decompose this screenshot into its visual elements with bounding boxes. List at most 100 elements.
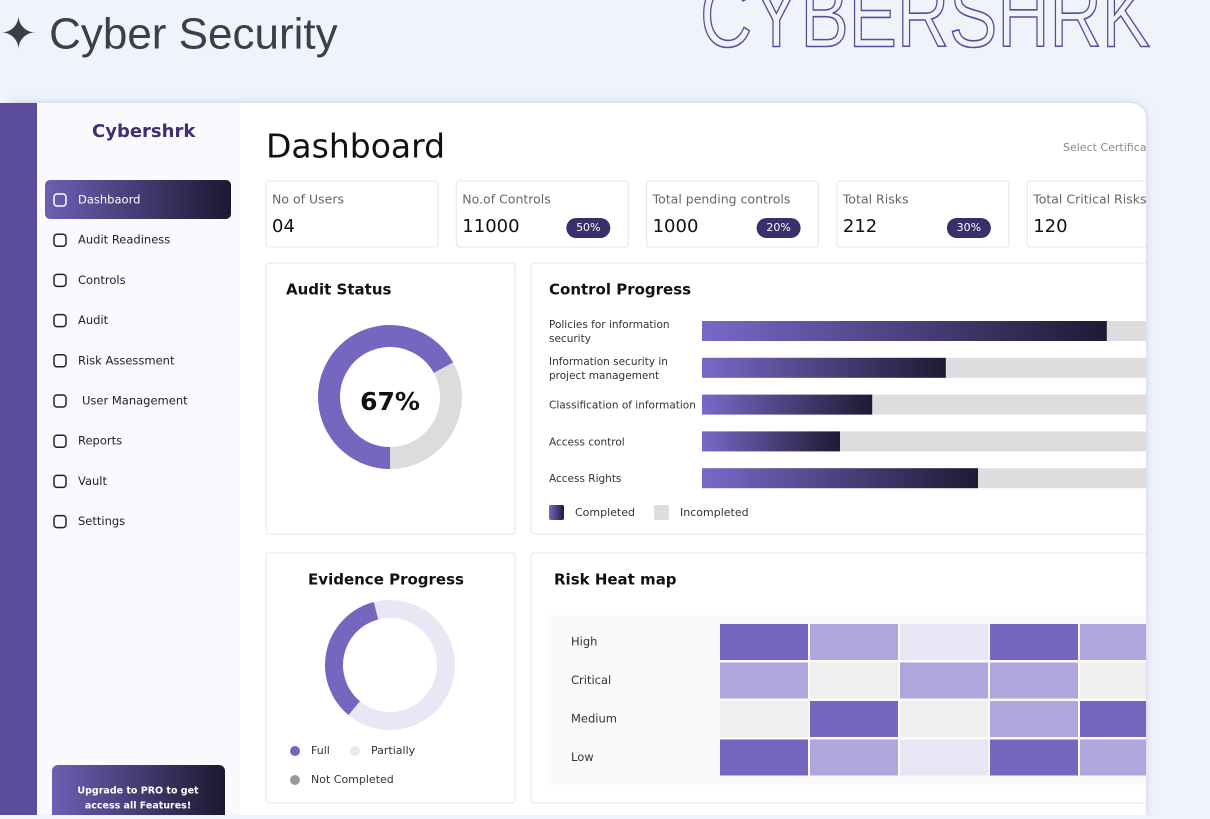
nav-item[interactable]: Vault [78, 474, 108, 488]
nav-icon [53, 434, 67, 448]
nav-icon [53, 273, 67, 288]
legend-label: Full [311, 744, 330, 757]
heat-cell [810, 739, 898, 776]
row-label: Medium [571, 712, 617, 726]
stat-value: 120 [1033, 216, 1067, 237]
bar-label: Policies for information [549, 319, 670, 331]
nav-item[interactable]: Audit Readiness [78, 233, 170, 247]
heat-cell [990, 701, 1078, 737]
bar-label: Access Rights [549, 473, 621, 485]
badge-text: 50% [576, 221, 600, 234]
stat-value: 212 [843, 216, 877, 237]
stat-card [1026, 180, 1146, 248]
stat-value: 1000 [653, 216, 699, 237]
heat-cell [990, 739, 1078, 776]
nav-item[interactable]: Controls [78, 273, 126, 287]
card-title: Audit Status [286, 281, 392, 299]
heat-cell [720, 701, 808, 737]
bar [702, 468, 978, 489]
card [265, 552, 516, 804]
nav-icon [53, 474, 67, 489]
heat-cell [720, 624, 808, 660]
bar-label: project management [549, 370, 659, 382]
row-label: High [571, 635, 597, 649]
upgrade-text: Upgrade to PRO to get [77, 786, 199, 797]
stat-label: No.of Controls [462, 192, 550, 207]
nav-icon [53, 193, 67, 207]
heat-cell [1080, 624, 1146, 660]
card-title: Control Progress [549, 281, 691, 299]
heat-cell [1080, 701, 1146, 737]
heat-cell [900, 701, 988, 737]
badge [566, 218, 611, 238]
badge [946, 218, 991, 238]
row-label: Critical [571, 673, 611, 687]
nav-item[interactable]: Settings [78, 514, 125, 528]
bar [702, 357, 946, 378]
legend-label: Incompleted [680, 506, 749, 519]
nav-icon [53, 313, 67, 328]
badge [756, 218, 801, 238]
upgrade-text: access all Features! [85, 801, 191, 812]
stat-card [265, 180, 439, 248]
heat-cell [810, 701, 898, 737]
bar [702, 431, 840, 452]
donut-arc [318, 325, 454, 469]
stat-label: Total pending controls [652, 192, 791, 207]
stat-label: Total Risks [842, 192, 909, 207]
heat-cell [720, 739, 808, 776]
nav-active [45, 180, 231, 219]
heat-cell [900, 662, 988, 699]
heat-cell [1080, 662, 1146, 699]
card-title: Risk Heat map [554, 571, 677, 589]
bar-label: security [549, 333, 591, 345]
nav-item[interactable]: User Management [82, 394, 188, 408]
nav-item[interactable]: Risk Assessment [78, 353, 175, 367]
legend-label: Not Completed [311, 773, 394, 786]
heat-cell [720, 662, 808, 699]
heat-cell [810, 662, 898, 699]
donut-arc [348, 600, 455, 730]
legend-dot [290, 775, 300, 785]
bar-label: Access control [549, 436, 625, 448]
legend-swatch [654, 505, 669, 520]
heat-cell [990, 624, 1078, 660]
nav-item[interactable]: Audit [78, 313, 109, 327]
bar-label: Information security in [549, 356, 668, 368]
heat-cell [990, 662, 1078, 699]
badge-text: 30% [957, 221, 981, 234]
heat-cell [1080, 739, 1146, 776]
nav-icon [53, 394, 67, 408]
stat-label: No of Users [272, 192, 344, 207]
nav-icon [53, 233, 67, 247]
donut-arc [325, 602, 379, 716]
heat-cell [900, 624, 988, 660]
dashboard-title: Dashboard [266, 127, 445, 166]
bar [702, 321, 1107, 341]
brand: CYBERSHRK [700, 0, 1150, 66]
bar [702, 394, 873, 415]
legend-label: Partially [371, 744, 416, 757]
nav-item[interactable]: Reports [78, 434, 122, 448]
logo: Cybershrk [92, 121, 196, 142]
legend-swatch [549, 505, 564, 520]
certificate-select[interactable]: Select Certifica [1063, 141, 1147, 154]
upgrade-button[interactable] [52, 765, 225, 819]
badge-text: 20% [766, 221, 790, 234]
row-label: Low [571, 750, 594, 764]
card-title: Evidence Progress [308, 571, 464, 589]
card [265, 262, 516, 535]
stat-value: 11000 [462, 216, 519, 237]
nav-item[interactable]: Dashbaord [78, 193, 140, 207]
bar-label: Classification of information [549, 400, 696, 412]
sidebar [37, 103, 240, 815]
legend-dot [350, 746, 360, 756]
heat-cell [900, 739, 988, 776]
heat-cell [810, 624, 898, 660]
donut-label: 67% [360, 387, 420, 416]
legend-label: Completed [575, 506, 635, 519]
nav-icon [53, 514, 67, 529]
stat-label: Total Critical Risks [1032, 192, 1146, 207]
